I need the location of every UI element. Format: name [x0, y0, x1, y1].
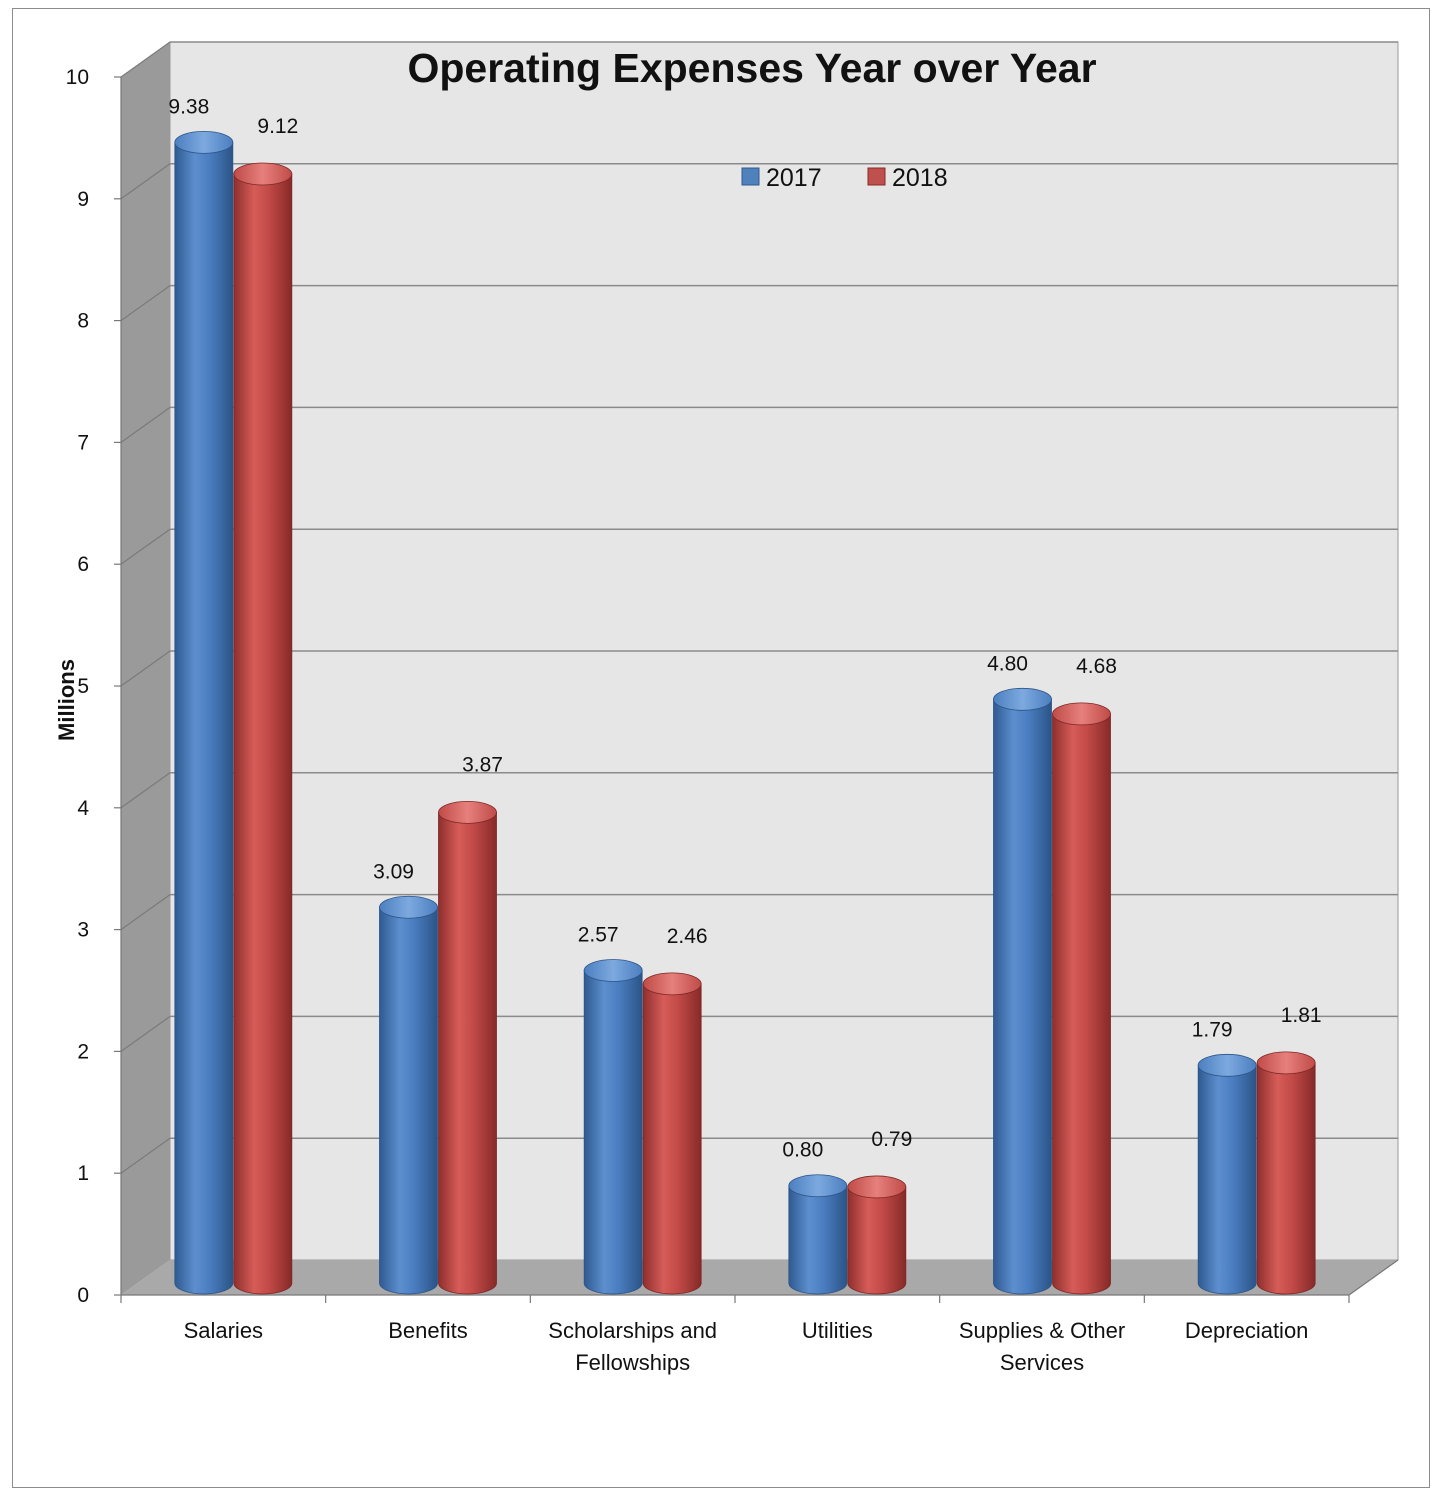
bar-2018-2: [642, 972, 702, 1295]
data-label-2018-2: 2.46: [667, 925, 708, 948]
bar-body-2017-2: [583, 970, 643, 1295]
data-label-2017-5: 1.79: [1192, 1018, 1233, 1041]
bar-cap-2018-1: [438, 801, 497, 824]
chart-title: Operating Expenses Year over Year: [407, 45, 1096, 91]
y-tick-label-2: 2: [77, 1040, 89, 1063]
bar-body-2017-4: [993, 698, 1052, 1295]
bar-2017-5: [1197, 1053, 1257, 1295]
bar-cap-2018-0: [233, 162, 293, 186]
y-tick-label-9: 9: [77, 188, 89, 211]
bar-body-2017-3: [788, 1185, 848, 1295]
side-gridline-5: [120, 650, 171, 687]
bar-body-2017-1: [379, 906, 438, 1295]
legend-item-2018: 2018: [867, 164, 948, 192]
bar-2017-3: [788, 1174, 848, 1295]
bar-2018-5: [1256, 1051, 1316, 1295]
category-label-2: Scholarships and Fellowships: [548, 1318, 717, 1375]
data-label-2017-4: 4.80: [987, 652, 1028, 675]
category-label-3: Utilities: [802, 1318, 873, 1343]
floor-edge: [1348, 1259, 1399, 1296]
side-gridline-2: [120, 1015, 171, 1052]
data-label-2017-1: 3.09: [373, 860, 414, 883]
data-label-2018-3: 0.79: [871, 1128, 912, 1151]
side-gridline-7: [120, 406, 171, 443]
y-tick-labels: 0 1 2 3 4 5 6 7 8 9 10: [66, 66, 90, 1307]
legend-label-2017: 2017: [766, 164, 822, 192]
bar-cap-2017-3: [788, 1174, 848, 1198]
bar-cap-2017-5: [1197, 1053, 1257, 1077]
category-labels: Salaries Benefits Scholarships and Fellowsh…: [184, 1318, 1309, 1375]
side-gridline-6: [120, 528, 171, 565]
bar-cap-2017-0: [174, 130, 234, 154]
y-tick-label-0: 0: [77, 1284, 89, 1307]
legend-item-2017: 2017: [741, 164, 822, 192]
y-axis-label: Millions: [54, 659, 79, 741]
bar-cap-2018-2: [642, 972, 702, 996]
category-label-0: Salaries: [184, 1318, 263, 1343]
side-gridline-1: [120, 1137, 171, 1174]
data-label-2018-0: 9.12: [257, 115, 298, 138]
bar-cap-2018-5: [1256, 1051, 1316, 1075]
legend-swatch-2017: [741, 167, 760, 186]
bar-cap-2017-1: [379, 895, 438, 919]
category-label-4: Supplies & Other Services: [959, 1318, 1125, 1375]
data-labels: 9.38 9.12 3.09 3.87 2.57 2.46 0.80 0.79 4.80 4.68…: [168, 95, 1321, 1161]
y-tick-label-7: 7: [77, 431, 89, 454]
bar-2017-2: [583, 959, 643, 1295]
bar-body-2018-1: [438, 812, 497, 1295]
bar-2018-0: [233, 162, 293, 1295]
bar-2017-1: [379, 895, 438, 1295]
bar-body-2018-2: [642, 983, 702, 1295]
data-label-2017-3: 0.80: [782, 1139, 823, 1162]
data-label-2017-0: 9.38: [168, 95, 209, 118]
bar-cap-2018-4: [1052, 702, 1111, 726]
side-gridline-3: [120, 894, 171, 931]
legend-label-2018: 2018: [892, 164, 948, 192]
bar-body-2018-4: [1052, 713, 1111, 1295]
y-tick-label-5: 5: [77, 675, 89, 698]
y-tick-label-3: 3: [77, 919, 89, 942]
bar-body-2017-0: [174, 141, 234, 1295]
bar-2018-4: [1052, 702, 1111, 1295]
bar-body-2018-0: [233, 173, 293, 1295]
y-tick-label-4: 4: [77, 797, 89, 820]
bar-body-2018-5: [1256, 1062, 1316, 1295]
bars: [174, 130, 1316, 1295]
bar-cap-2017-4: [993, 687, 1052, 711]
y-tick-label-8: 8: [77, 310, 89, 333]
bar-2018-3: [847, 1175, 907, 1295]
gridlines: [120, 41, 1398, 1174]
y-tick-label-6: 6: [77, 553, 89, 576]
bar-2017-0: [174, 130, 234, 1295]
side-gridline-4: [120, 772, 171, 809]
side-gridline-8: [120, 285, 171, 322]
axes: [114, 76, 1399, 1303]
category-label-5: Depreciation: [1185, 1318, 1309, 1343]
legend-swatch-2018: [867, 167, 886, 186]
bar-2017-4: [993, 687, 1052, 1295]
data-label-2018-1: 3.87: [462, 753, 503, 776]
data-label-2018-4: 4.68: [1076, 655, 1117, 678]
data-label-2018-5: 1.81: [1281, 1004, 1322, 1027]
y-tick-label-1: 1: [77, 1162, 89, 1185]
bar-cap-2017-2: [583, 959, 643, 982]
y-tick-label-10: 10: [66, 66, 89, 89]
bar-body-2017-5: [1197, 1064, 1257, 1295]
side-gridline-10: [120, 41, 171, 78]
legend: 2017 2018: [741, 164, 948, 192]
bar-2018-1: [438, 801, 497, 1295]
data-label-2017-2: 2.57: [578, 923, 619, 946]
category-label-1: Benefits: [388, 1318, 468, 1343]
side-gridline-9: [120, 163, 171, 200]
bar-cap-2018-3: [847, 1175, 907, 1199]
bar-body-2018-3: [847, 1186, 907, 1295]
